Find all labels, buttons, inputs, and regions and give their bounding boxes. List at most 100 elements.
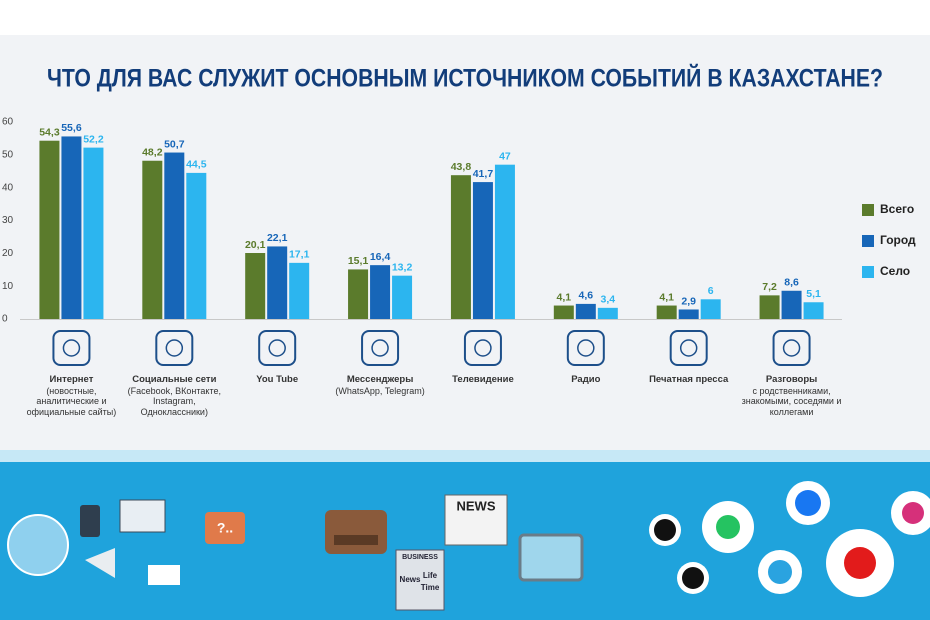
- bar: [700, 299, 721, 319]
- legend-label: Город: [880, 233, 916, 247]
- bar: [245, 253, 266, 319]
- value-label: 44,5: [186, 159, 207, 171]
- bar: [472, 182, 493, 319]
- category-label: Интернет (новостные, аналитические и офиц…: [21, 374, 121, 417]
- bar: [803, 302, 824, 319]
- bar: [142, 160, 163, 319]
- value-label: 7,2: [762, 281, 777, 293]
- category-name: Радио: [571, 374, 601, 385]
- legend-swatch: [862, 204, 874, 216]
- chart-title: ЧТО ДЛЯ ВАС СЛУЖИТ ОСНОВНЫМ ИСТОЧНИКОМ С…: [47, 63, 883, 93]
- category-icon: [577, 339, 595, 357]
- bar: [553, 305, 574, 319]
- category-icon: [155, 330, 194, 366]
- y-tick-label: 40: [2, 182, 14, 193]
- decor-text: BUSINESS: [402, 554, 438, 561]
- decor-text: NEWS: [457, 498, 496, 513]
- category-icon: [371, 339, 389, 357]
- value-label: 15,1: [348, 255, 369, 267]
- bar: [39, 140, 60, 319]
- value-label: 47: [499, 150, 511, 162]
- value-label: 3,4: [601, 294, 616, 306]
- y-tick-label: 10: [2, 281, 14, 292]
- decor-text: Life: [423, 571, 438, 580]
- value-label: 5,1: [806, 288, 821, 300]
- y-tick-label: 60: [2, 117, 14, 128]
- value-label: 13,2: [392, 261, 413, 273]
- value-label: 17,1: [289, 249, 310, 261]
- value-label: 48,2: [142, 147, 163, 159]
- bar: [289, 262, 310, 319]
- bar: [83, 147, 104, 319]
- category-name: Телевидение: [452, 374, 514, 385]
- category-icon: [474, 339, 492, 357]
- category-name: Мессенджеры: [346, 374, 414, 385]
- stripe: [0, 450, 930, 462]
- category-icon: [669, 330, 708, 366]
- decor: ?.. NEWS BUSINESS News Life Time: [7, 481, 930, 611]
- category-icon: [268, 339, 286, 357]
- bar: [392, 275, 413, 319]
- category-name: Разговоры: [765, 374, 818, 385]
- category-note: (новостные, аналитические и официальные …: [26, 385, 117, 417]
- category-label: Разговоры с родственниками, знакомыми, со…: [741, 374, 842, 417]
- value-label: 4,1: [659, 291, 674, 303]
- bar: [656, 305, 677, 319]
- category-icon: [258, 330, 297, 366]
- category-label: Печатная пресса: [639, 374, 739, 386]
- bar: [494, 164, 515, 319]
- category-name: You Tube: [256, 374, 299, 385]
- decor-text: ?..: [217, 520, 233, 536]
- bar: [370, 265, 391, 319]
- category-icon: [782, 339, 801, 357]
- legend-label: Всего: [880, 202, 914, 216]
- value-label: 55,6: [61, 122, 82, 134]
- bar: [781, 290, 802, 319]
- category-note: (Facebook, ВКонтакте, Instagram, Однокла…: [127, 385, 221, 417]
- bar: [164, 152, 185, 319]
- value-label: 6: [708, 285, 714, 297]
- category-label: Социальные сети (Facebook, ВКонтакте, Ins…: [124, 374, 224, 417]
- value-label: 16,4: [370, 251, 391, 263]
- legend-swatch: [862, 235, 874, 247]
- category-label: Телевидение: [433, 374, 533, 386]
- category-label: Мессенджеры (WhatsApp, Telegram): [330, 374, 430, 396]
- value-label: 52,2: [83, 133, 104, 145]
- category-icon: [62, 339, 81, 357]
- value-label: 4,6: [579, 290, 594, 302]
- y-tick-label: 0: [2, 314, 8, 325]
- value-label: 50,7: [164, 138, 185, 150]
- value-label: 8,6: [784, 277, 799, 289]
- category-icon: [361, 330, 400, 366]
- bar: [759, 295, 780, 319]
- bar: [450, 175, 471, 319]
- y-tick-label: 20: [2, 248, 14, 259]
- bar: [678, 309, 699, 319]
- legend-label: Село: [880, 264, 910, 278]
- category-name: Социальные сети: [132, 374, 217, 385]
- category-icon: [463, 330, 502, 366]
- value-label: 4,1: [557, 291, 572, 303]
- category-note: с родственниками, знакомыми, соседями и …: [741, 385, 842, 417]
- bar: [186, 172, 207, 319]
- y-tick-label: 30: [2, 215, 14, 226]
- category-label: Радио: [536, 374, 636, 386]
- y-tick-label: 50: [2, 149, 14, 160]
- category-icon: [52, 330, 91, 366]
- category-note: (WhatsApp, Telegram): [335, 385, 425, 396]
- value-label: 41,7: [473, 168, 494, 180]
- category-icon: [566, 330, 605, 366]
- bar: [267, 246, 288, 319]
- value-label: 2,9: [681, 295, 696, 307]
- category-name: Интернет: [49, 374, 94, 385]
- category-icon: [772, 330, 811, 366]
- bar: [597, 307, 618, 319]
- legend-swatch: [862, 266, 874, 278]
- decor-text: News: [400, 575, 421, 584]
- category-icon: [679, 339, 698, 357]
- category-name: Печатная пресса: [649, 374, 729, 385]
- value-label: 54,3: [39, 126, 60, 138]
- bar: [61, 136, 82, 319]
